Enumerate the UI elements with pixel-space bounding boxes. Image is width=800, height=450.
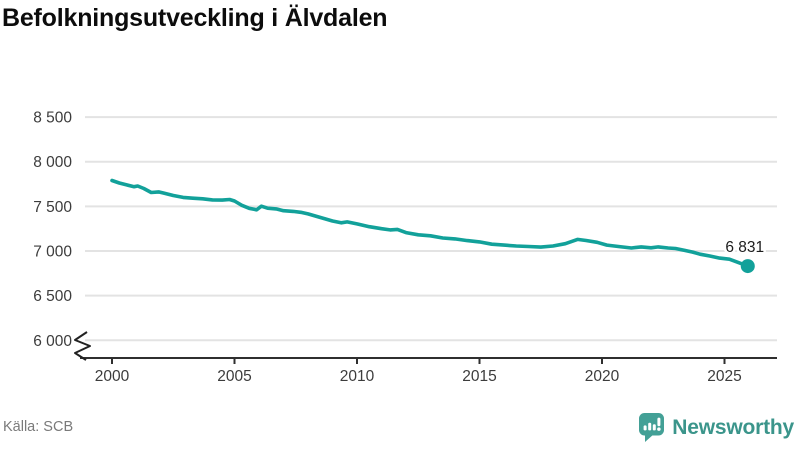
x-tick-label: 2010 [340, 368, 375, 385]
end-value-label: 6 831 [725, 239, 764, 256]
x-tick-label: 2015 [462, 368, 496, 385]
y-tick-label: 6 500 [33, 288, 72, 305]
newsworthy-bubble-chart-icon [639, 413, 665, 442]
source-label: Källa: SCB [3, 419, 74, 435]
x-tick-label: 2020 [585, 368, 620, 385]
x-tick-label: 2025 [707, 368, 741, 385]
y-tick-label: 8 500 [33, 110, 72, 127]
newsworthy-wordmark: Newsworthy [672, 415, 794, 439]
newsworthy-logo[interactable]: Newsworthy [638, 412, 794, 443]
axis-break-icon [74, 331, 91, 361]
y-tick-label: 7 500 [33, 199, 72, 216]
y-tick-label: 6 000 [33, 333, 72, 350]
chart-title: Befolkningsutveckling i Älvdalen [2, 4, 388, 32]
y-tick-label: 8 000 [33, 154, 72, 171]
x-tick-label: 2000 [95, 368, 130, 385]
end-point-dot [740, 259, 755, 274]
y-tick-label: 7 000 [33, 244, 72, 261]
population-line [110, 178, 750, 268]
x-tick-label: 2005 [217, 368, 251, 385]
